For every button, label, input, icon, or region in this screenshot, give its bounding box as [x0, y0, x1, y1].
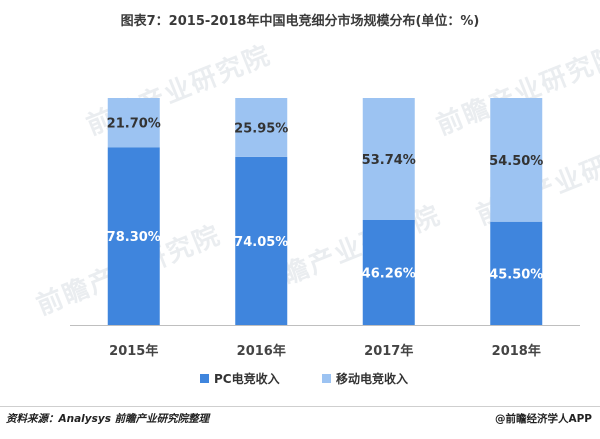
footer: 资料来源：Analysys 前瞻产业研究院整理 @前瞻经济学人APP	[0, 411, 600, 429]
data-label: 78.30%	[107, 230, 161, 245]
legend-swatch	[322, 374, 331, 383]
bar-segment-pc	[490, 221, 543, 325]
bar-segment-pc	[235, 156, 288, 325]
legend-label: PC电竞收入	[214, 371, 280, 386]
bar-segment-pc	[107, 147, 160, 325]
bar-segment-mobile	[362, 98, 415, 220]
legend-label: 移动电竞收入	[336, 371, 408, 386]
x-tick-label: 2017年	[364, 343, 413, 359]
x-tick-label: 2018年	[492, 343, 541, 359]
data-label: 74.05%	[234, 235, 288, 250]
bar-segment-pc	[362, 219, 415, 325]
data-label: 46.26%	[362, 266, 416, 281]
stacked-bar-chart: 78.30% 21.70% 2015年 74.05% 25.95% 2016年 46.26%…	[70, 98, 580, 386]
x-tick-label: 2015年	[109, 343, 158, 359]
footer-divider	[0, 406, 600, 407]
legend-swatch	[200, 374, 209, 383]
data-label: 54.50%	[489, 154, 543, 169]
chart-title: 图表7：2015-2018年中国电竞细分市场规模分布(单位：%)	[120, 14, 480, 29]
data-label: 53.74%	[362, 153, 416, 168]
data-label: 45.50%	[489, 267, 543, 282]
bar-segment-mobile	[235, 98, 288, 157]
data-label: 21.70%	[107, 117, 161, 132]
bar-segment-mobile	[107, 98, 160, 148]
x-tick-label: 2016年	[237, 343, 286, 359]
bar-segment-mobile	[490, 98, 543, 222]
data-label: 25.95%	[234, 121, 288, 136]
credit-note: @前瞻经济学人APP	[494, 413, 592, 425]
source-note: 资料来源：Analysys 前瞻产业研究院整理	[6, 413, 210, 425]
